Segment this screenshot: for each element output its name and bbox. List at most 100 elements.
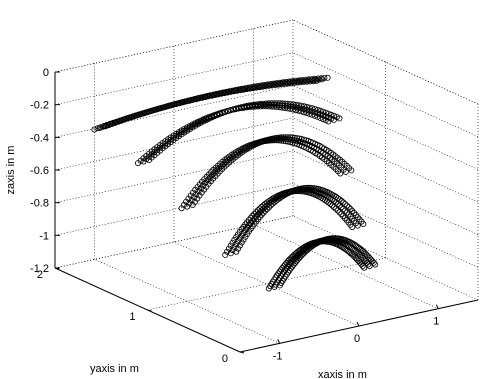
data-point: [365, 261, 372, 268]
data-point: [247, 214, 254, 221]
data-point: [343, 202, 350, 209]
data-point: [218, 90, 225, 97]
data-point: [180, 99, 187, 106]
data-point: [235, 105, 242, 112]
data-point: [309, 111, 316, 118]
data-point: [297, 79, 304, 86]
data-point: [258, 207, 265, 214]
data-point: [103, 122, 110, 129]
data-point: [97, 124, 104, 131]
data-point: [285, 138, 292, 145]
data-point: [256, 205, 263, 212]
data-point: [145, 108, 152, 115]
data-point: [243, 86, 250, 93]
data-point: [224, 89, 231, 96]
data-point: [213, 111, 220, 118]
data-point: [170, 101, 177, 108]
data-point: [264, 137, 271, 144]
z-tick-label: 0: [43, 67, 49, 79]
grid-line: [54, 150, 294, 203]
tick-labels: -1.2 -1 -0.8 -0.6 -0.4 -0.2 0 0 1 2 -1 0 1: [30, 67, 439, 365]
data-point: [336, 202, 343, 209]
data-point: [278, 81, 285, 88]
data-point: [202, 94, 209, 101]
data-point: [332, 205, 339, 212]
data-point: [266, 137, 273, 144]
data-point: [345, 204, 352, 211]
data-point: [341, 215, 348, 222]
data-point: [148, 107, 155, 114]
z-tick-label: -0.4: [30, 132, 49, 144]
data-point: [221, 108, 228, 115]
data-point: [347, 213, 354, 220]
data-point: [200, 116, 207, 123]
y-axis-label: yaxis in m: [90, 363, 139, 375]
data-point: [330, 204, 337, 211]
data-point: [262, 207, 269, 214]
data-point: [177, 100, 184, 107]
data-point: [336, 115, 343, 122]
data-point: [325, 199, 332, 206]
data-point: [225, 245, 232, 252]
data-point: [222, 251, 229, 258]
z-axis-label: zaxis in m: [5, 146, 17, 195]
data-point: [327, 200, 334, 207]
data-point: [237, 87, 244, 94]
data-point: [230, 106, 237, 113]
y-tick: [147, 309, 152, 312]
y-tick-label: 1: [129, 311, 135, 323]
data-point: [329, 202, 336, 209]
data-point: [303, 110, 310, 117]
data-point: [281, 80, 288, 87]
data-point: [245, 217, 252, 224]
data-point: [161, 104, 168, 111]
data-point: [296, 135, 303, 142]
data-point: [351, 209, 358, 216]
axes-box: [54, 71, 479, 354]
data-point: [260, 138, 267, 145]
x-tick-label: 0: [354, 333, 360, 345]
data-point: [119, 117, 126, 124]
y-tick: [54, 267, 60, 270]
data-point: [109, 120, 116, 127]
data-point: [336, 209, 343, 216]
data-point: [216, 110, 223, 117]
grid-line: [173, 241, 360, 327]
data-point: [325, 118, 332, 125]
grid-line: [54, 52, 294, 105]
data-point: [265, 136, 272, 143]
data-point: [122, 116, 129, 123]
data-point: [116, 117, 123, 124]
data-point: [275, 81, 282, 88]
data-point: [208, 92, 215, 99]
data-point: [154, 105, 161, 112]
data-point: [303, 186, 310, 193]
data-point: [251, 210, 258, 217]
data-point: [138, 110, 145, 117]
data-point: [284, 80, 291, 87]
data-point: [94, 125, 101, 132]
data-point: [345, 211, 352, 218]
data-point: [202, 115, 209, 122]
data-point: [260, 202, 267, 209]
grid-line: [292, 215, 479, 301]
grid-line: [292, 117, 479, 203]
data-point: [246, 85, 253, 92]
data-point: [219, 109, 226, 116]
data-point: [267, 136, 274, 143]
data-point: [347, 206, 354, 213]
x-tick: [277, 339, 281, 344]
data-point: [270, 136, 277, 143]
data-point: [227, 88, 234, 95]
data-point: [274, 135, 281, 142]
z-tick-label: -0.2: [30, 100, 49, 112]
data-point: [300, 78, 307, 85]
data-point: [106, 121, 113, 128]
data-point: [258, 203, 265, 210]
grid-line: [292, 183, 479, 268]
data-point: [310, 78, 317, 85]
data-point: [287, 139, 294, 146]
data-point: [126, 114, 133, 121]
z-tick-label: -1.2: [30, 263, 49, 275]
grid-line: [292, 52, 479, 137]
